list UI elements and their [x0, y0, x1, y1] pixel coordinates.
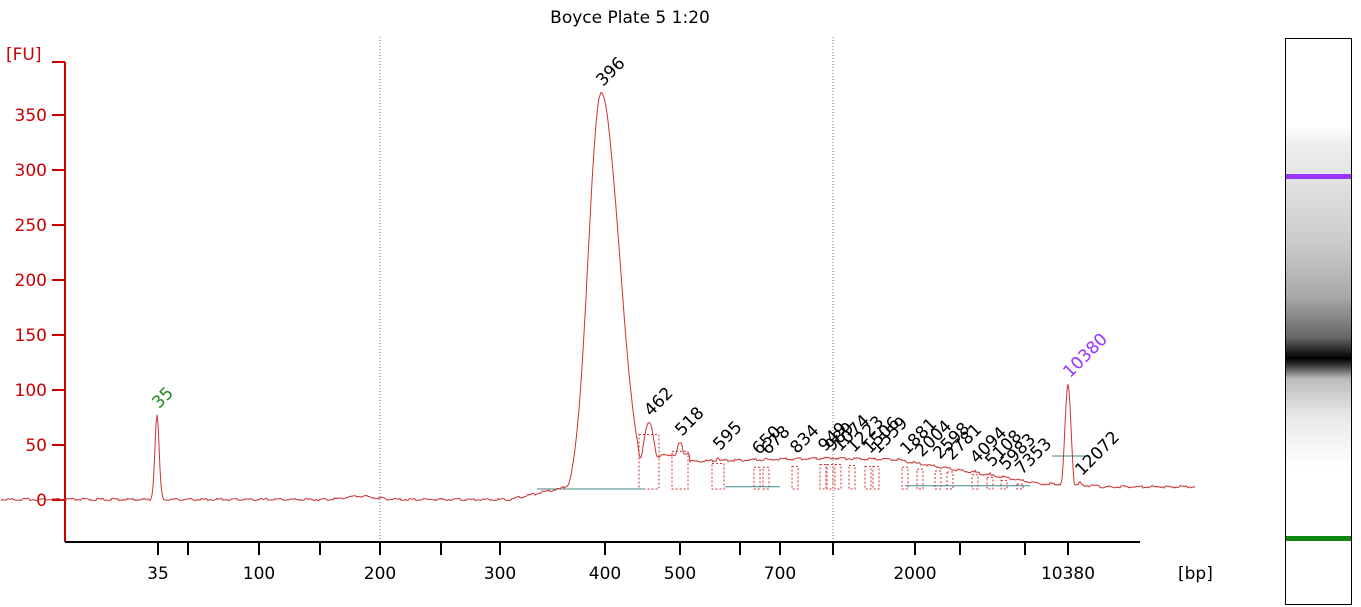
y-tick-label: 50 [25, 436, 47, 456]
y-tick-label: 300 [15, 161, 47, 181]
y-tick-label: 350 [15, 106, 47, 126]
peak-label: 462 [640, 383, 677, 420]
peak-region [791, 465, 799, 490]
y-tick-label: 200 [15, 271, 47, 291]
y-tick-label: 0 [36, 491, 47, 511]
y-tick-label: 150 [15, 326, 47, 346]
y-tick-label: 250 [15, 216, 47, 236]
peak-region [946, 471, 954, 490]
peak-region [971, 474, 979, 490]
peak-region [1000, 479, 1008, 490]
x-tick-label: 500 [664, 564, 696, 584]
y-tick-label: 100 [15, 381, 47, 401]
peak-region [762, 466, 770, 490]
y-unit-label: [FU] [6, 45, 42, 65]
x-unit-label: [bp] [1178, 564, 1213, 584]
peak-regions [537, 434, 1085, 490]
peak-label: 10380 [1059, 330, 1111, 382]
x-tick-label: 100 [243, 564, 275, 584]
trace-line [0, 91, 1196, 502]
electropherogram: Boyce Plate 5 1:20 [FU] [bp] 0 50 100 150 20… [0, 8, 1213, 584]
chart-title: Boyce Plate 5 1:20 [550, 8, 710, 28]
peak-label: 396 [592, 53, 629, 90]
peak-region [848, 464, 856, 490]
peak-region [986, 477, 994, 490]
x-tick-label: 200 [364, 564, 396, 584]
peak-label: 12072 [1071, 428, 1123, 480]
peak-label: 595 [709, 418, 746, 455]
peak-region [638, 434, 660, 490]
x-tick-label: 300 [484, 564, 516, 584]
peak-label: 518 [671, 403, 708, 440]
gel-smear [1286, 127, 1351, 467]
peak-label: 35 [148, 383, 177, 412]
peak-region [916, 468, 924, 490]
peak-region [819, 463, 827, 490]
x-ticks: 35 100 200 300 400 500 700 2000 10380 [147, 542, 1095, 584]
peak-region [1016, 483, 1024, 490]
peak-region [934, 470, 942, 490]
x-tick-label: 10380 [1041, 564, 1095, 584]
axes [52, 61, 1140, 543]
peak-region [901, 466, 909, 490]
gel-lane [1285, 38, 1352, 605]
gridlines [379, 37, 834, 542]
upper-marker-band [1286, 174, 1351, 179]
lower-marker-band [1286, 536, 1351, 541]
x-tick-label: 700 [764, 564, 796, 584]
peak-region [864, 465, 872, 490]
peak-region [671, 450, 689, 490]
peak-region [753, 466, 761, 490]
peak-region [834, 463, 842, 490]
y-ticks: 0 50 100 150 200 250 300 350 [15, 106, 65, 511]
peak-region [872, 465, 880, 490]
peak-region [711, 463, 725, 490]
x-tick-label: 35 [147, 564, 169, 584]
x-tick-label: 2000 [893, 564, 936, 584]
x-tick-label: 400 [589, 564, 621, 584]
peak-region [826, 463, 834, 490]
